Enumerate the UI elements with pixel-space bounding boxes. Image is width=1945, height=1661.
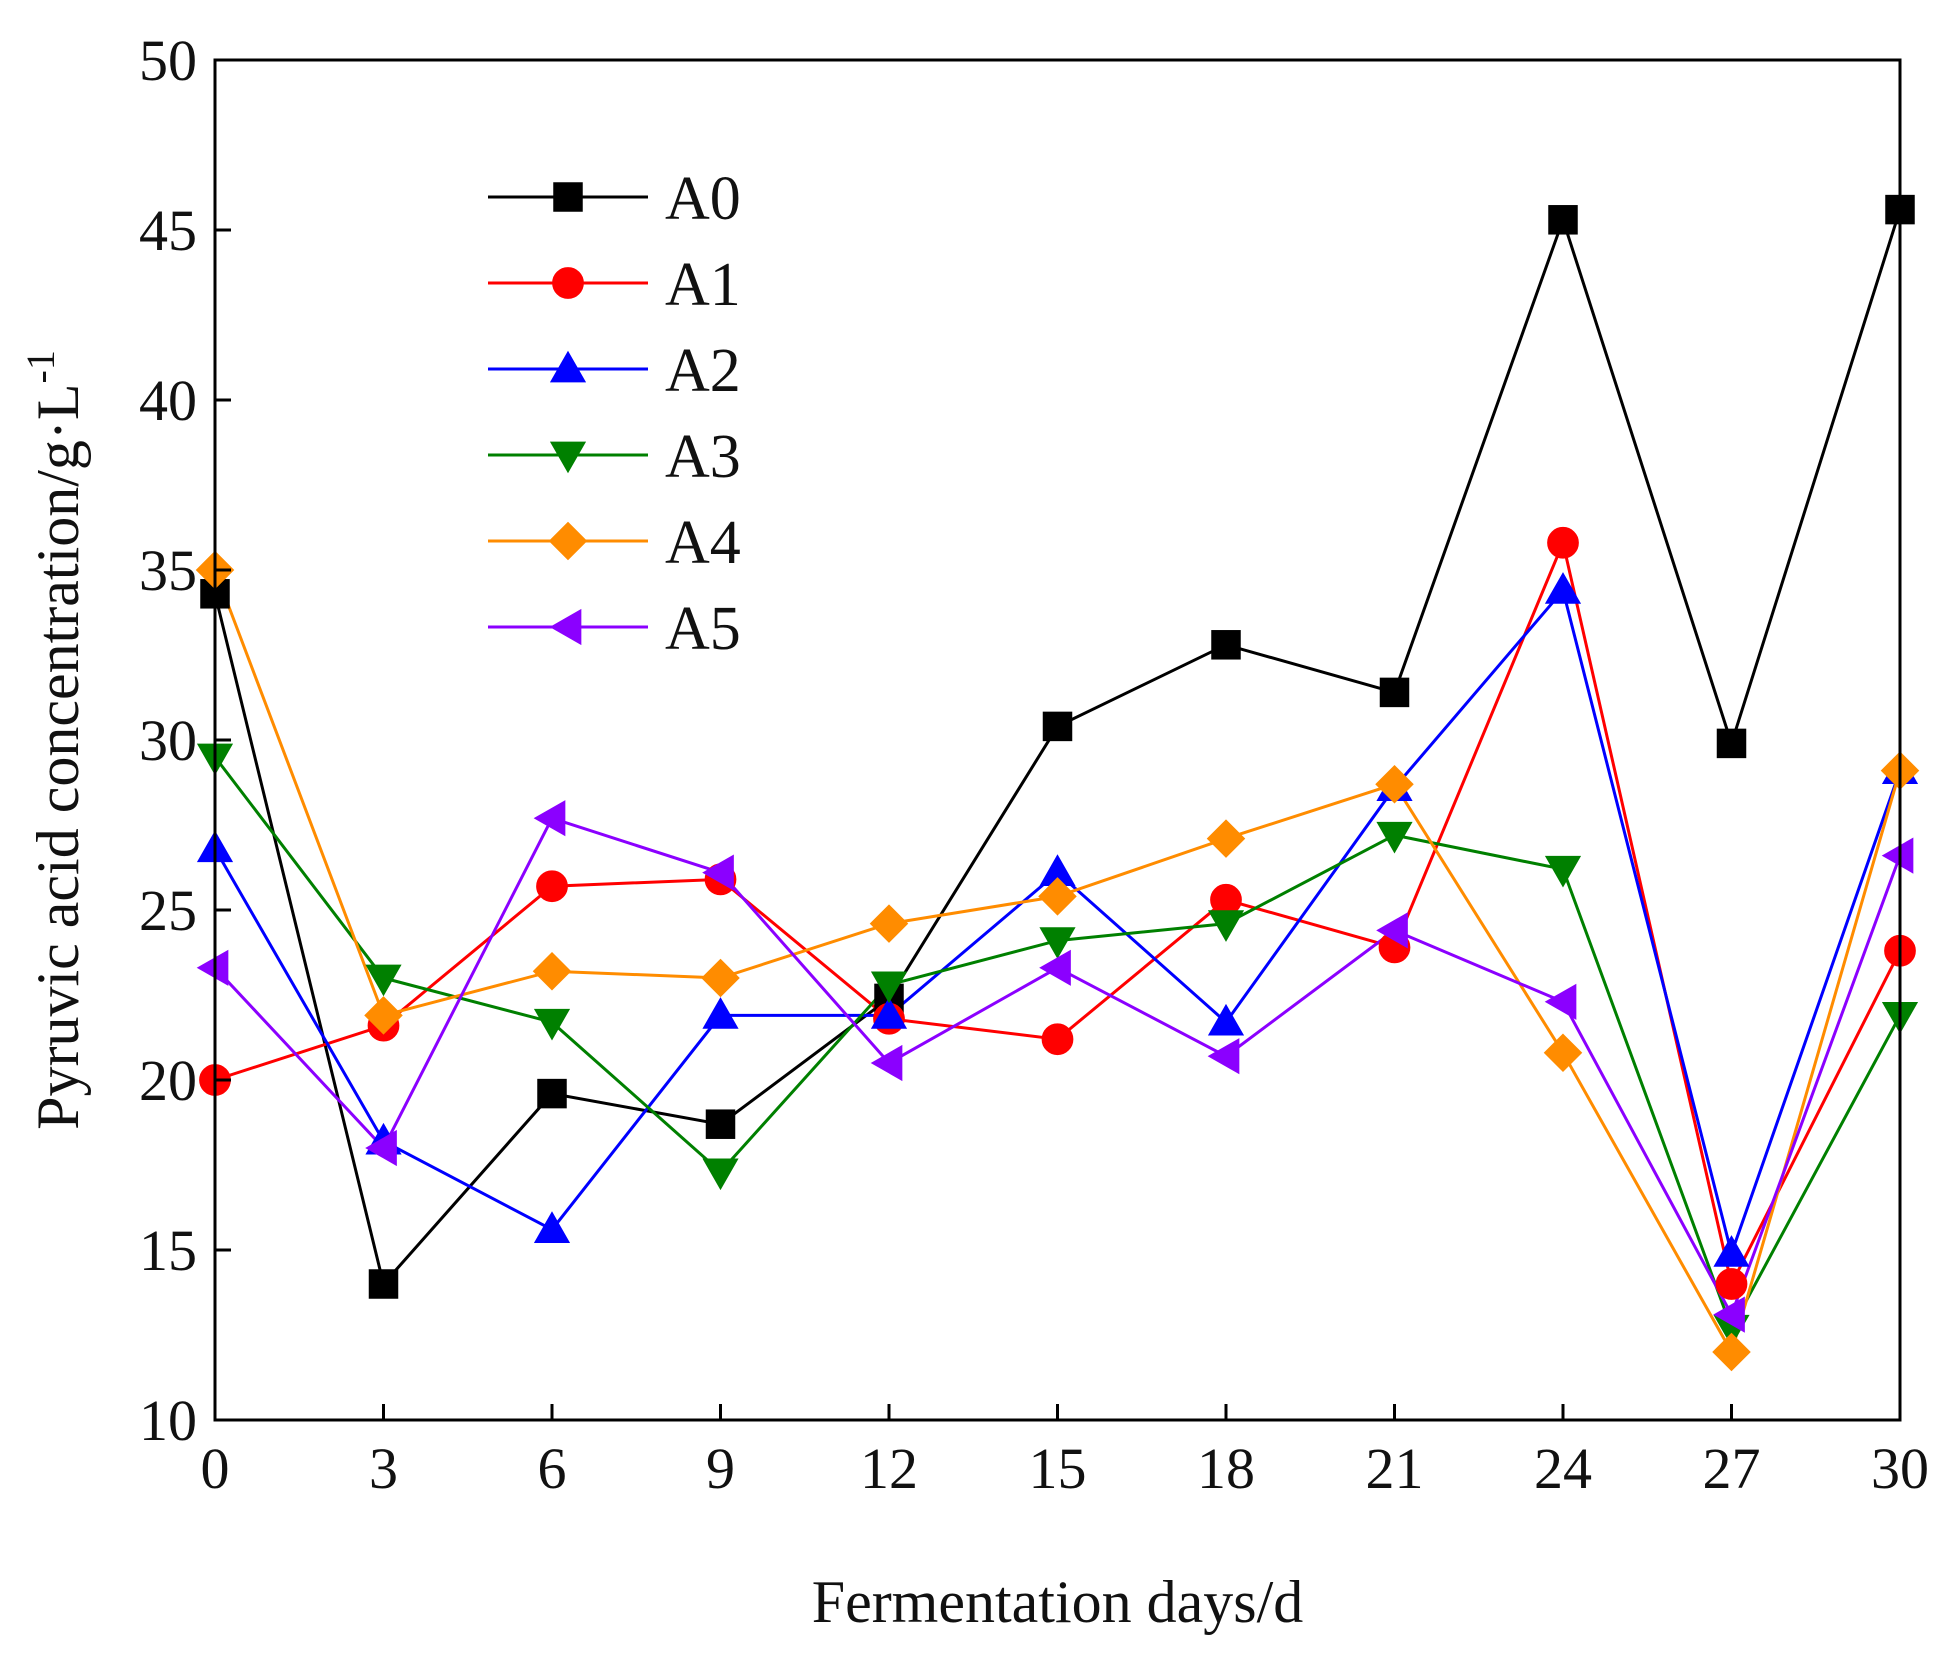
x-tick-label: 24 [1534, 1436, 1592, 1501]
y-tick-label: 35 [139, 538, 197, 603]
data-point-a2 [533, 1211, 571, 1243]
data-point-a1 [1715, 1268, 1748, 1300]
y-axis: 10 15 20 25 30 35 40 45 50 [139, 28, 231, 1453]
legend-label-a1: A1 [665, 251, 741, 319]
x-tick-label: 18 [1197, 1436, 1255, 1501]
y-axis-label-main: Pyruvic acid concentration/g·L [25, 383, 91, 1129]
data-point-a5 [1544, 983, 1577, 1020]
data-point-a5 [1207, 1038, 1240, 1075]
x-tick-label: 12 [860, 1436, 918, 1501]
data-point-a5 [1376, 912, 1408, 949]
data-point-a0 [1211, 630, 1241, 660]
legend-marker-a3 [549, 441, 587, 474]
legend-label-a5: A5 [665, 595, 741, 663]
y-tick-label: 15 [139, 1218, 197, 1283]
legend-label-a2: A2 [665, 337, 741, 405]
x-tick-label: 6 [538, 1436, 567, 1501]
data-point-a5 [870, 1044, 903, 1082]
data-point-a5 [533, 800, 566, 837]
legend-item-a4: A4 [488, 509, 741, 577]
x-tick-label: 27 [1703, 1436, 1761, 1501]
y-axis-label-superscript: -1 [18, 350, 63, 383]
data-point-a4 [1543, 1033, 1583, 1073]
y-tick-label: 50 [139, 28, 197, 93]
series-lines [213, 209, 1902, 1356]
data-point-a4 [701, 958, 740, 998]
data-point-a0 [705, 1109, 736, 1139]
data-point-a3 [1544, 855, 1582, 888]
data-point-a2 [870, 997, 908, 1029]
data-point-a5 [365, 1129, 397, 1167]
data-point-a0 [1042, 711, 1073, 742]
data-point-a4 [1206, 819, 1246, 858]
data-point-a4 [1038, 877, 1077, 916]
data-point-a2 [1207, 1003, 1245, 1036]
data-point-a3 [1207, 910, 1245, 942]
data-point-a2 [1544, 572, 1582, 604]
legend-item-a3: A3 [488, 423, 741, 491]
legend-item-a2: A2 [488, 337, 741, 405]
data-point-a2 [1713, 1235, 1750, 1267]
data-point-a0 [1716, 728, 1747, 759]
legend-marker-a2 [549, 350, 587, 383]
data-point-a4 [1712, 1332, 1751, 1372]
y-tick-label: 10 [139, 1388, 197, 1453]
legend-item-a1: A1 [488, 251, 741, 319]
data-point-a3 [702, 1158, 739, 1191]
data-point-a5 [1713, 1296, 1745, 1333]
data-point-a0 [1379, 677, 1410, 708]
data-point-a5 [1881, 837, 1914, 874]
data-point-a1 [1547, 526, 1579, 559]
series-line-a0 [213, 209, 1902, 1288]
legend-item-a5: A5 [488, 595, 741, 663]
y-axis-label: Pyruvic acid concentration/g·L-1 [18, 350, 91, 1130]
data-point-a3 [1376, 821, 1413, 854]
data-point-a4 [364, 996, 403, 1035]
data-point-a5 [702, 854, 734, 891]
x-tick-label: 0 [201, 1436, 230, 1501]
y-tick-label: 40 [139, 368, 197, 433]
data-point-a3 [1039, 927, 1076, 959]
x-tick-label: 3 [369, 1436, 398, 1501]
data-point-a0 [1548, 205, 1578, 235]
data-point-a0 [537, 1078, 567, 1109]
series-markers [195, 194, 1920, 1372]
data-point-a4 [532, 951, 572, 991]
x-tick-label: 21 [1366, 1436, 1424, 1501]
x-tick-label: 9 [706, 1436, 735, 1501]
data-point-a0 [368, 1269, 399, 1299]
data-point-a4 [869, 904, 909, 943]
x-tick-label: 15 [1029, 1436, 1087, 1501]
series-line-a2 [213, 587, 1902, 1259]
x-tick-label: 30 [1871, 1436, 1929, 1501]
data-point-a5 [1039, 949, 1071, 986]
data-point-a4 [1375, 764, 1414, 804]
legend-label-a3: A3 [665, 423, 741, 491]
data-point-a3 [870, 971, 908, 1004]
y-tick-label: 25 [139, 878, 197, 943]
legend-marker-a5 [549, 608, 582, 646]
x-axis: 0 3 6 9 12 15 18 21 24 27 30 [201, 1404, 1929, 1501]
legend-marker-a0 [553, 182, 583, 212]
y-tick-label: 20 [139, 1048, 197, 1113]
legend: A0 A1 A2 A3 A4 A5 [488, 165, 741, 663]
legend-marker-a1 [552, 267, 584, 299]
y-tick-label: 30 [139, 708, 197, 773]
data-point-a5 [196, 949, 229, 986]
data-point-a1 [536, 870, 568, 903]
legend-marker-a4 [548, 521, 588, 561]
data-point-a3 [365, 964, 402, 997]
x-axis-label: Fermentation days/d [812, 1569, 1304, 1635]
data-point-a2 [702, 997, 739, 1029]
legend-item-a0: A0 [488, 165, 741, 233]
legend-label-a4: A4 [665, 509, 741, 577]
data-point-a3 [533, 1008, 571, 1041]
data-point-a1 [1041, 1023, 1074, 1056]
y-tick-label: 45 [139, 198, 197, 263]
legend-label-a0: A0 [665, 165, 741, 233]
